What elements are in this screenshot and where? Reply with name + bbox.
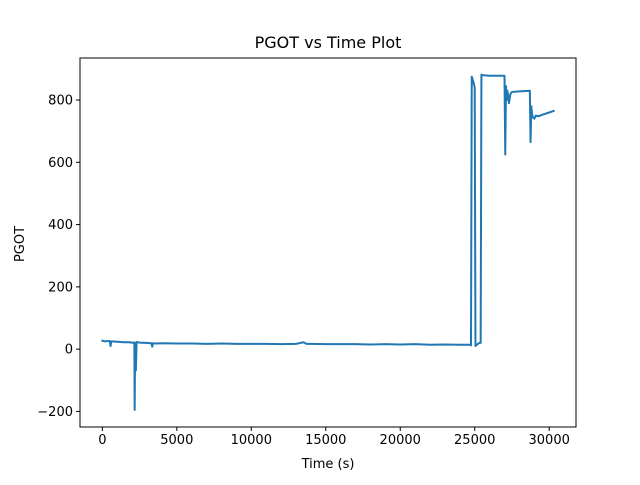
x-tick-label: 10000 xyxy=(231,433,272,448)
x-tick-label: 15000 xyxy=(305,433,346,448)
y-tick-label: 600 xyxy=(48,156,73,171)
series-line-0 xyxy=(101,73,555,411)
axes-layer: 0 5000 10000 15000 20000 25000 30000 −200 0 200 40… xyxy=(37,57,577,448)
y-tick-label: −200 xyxy=(37,405,73,420)
y-tick-label: 200 xyxy=(48,280,73,295)
y-tick-label: 800 xyxy=(48,94,73,109)
x-tick-label: 5000 xyxy=(160,433,193,448)
chart-title: PGOT vs Time Plot xyxy=(255,33,402,52)
x-tick-label: 0 xyxy=(98,433,106,448)
y-axis-label: PGOT xyxy=(13,226,28,262)
y-tick-label: 400 xyxy=(48,218,73,233)
axes-frame xyxy=(79,57,577,428)
x-axis-label: Time (s) xyxy=(301,457,355,472)
data-layer xyxy=(101,73,555,411)
x-tick-label: 30000 xyxy=(529,433,570,448)
x-tick-label: 20000 xyxy=(380,433,421,448)
y-tick-label: 0 xyxy=(65,343,73,358)
x-tick-label: 25000 xyxy=(454,433,495,448)
